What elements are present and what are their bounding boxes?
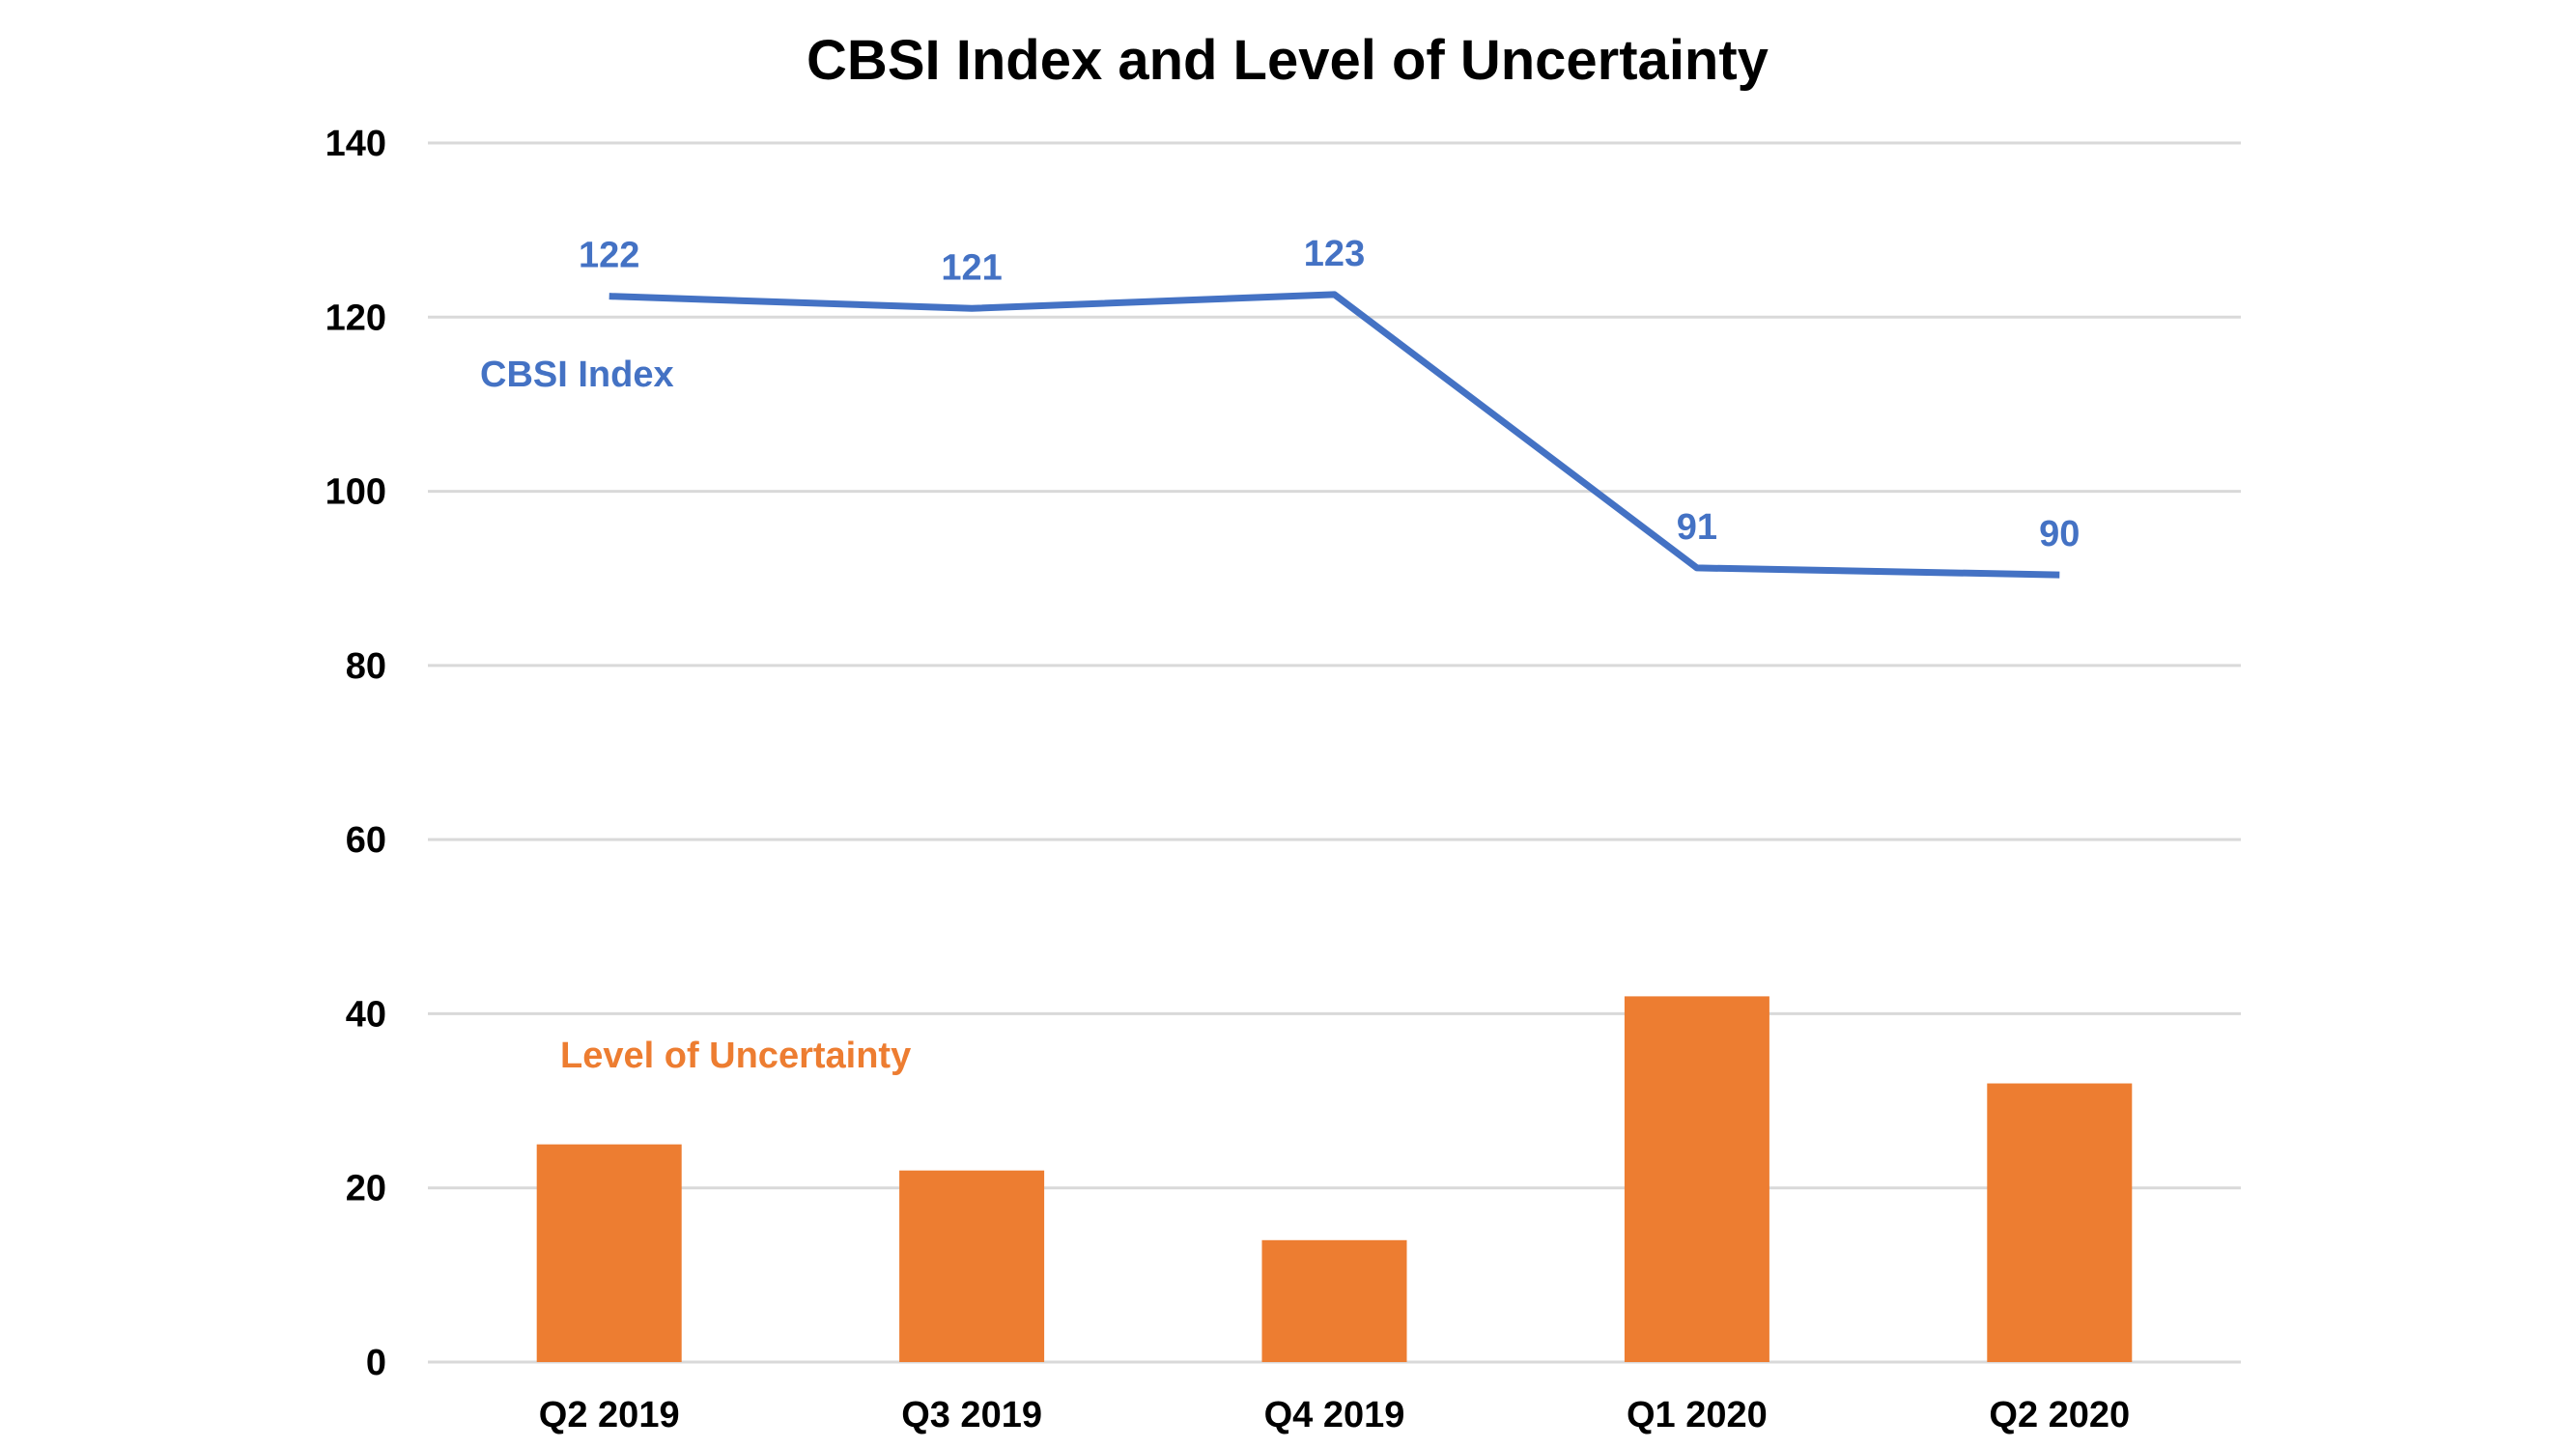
bar [536, 1144, 682, 1362]
series-label-cbsi-index: CBSI Index [480, 355, 674, 395]
x-tick-label: Q4 2019 [1264, 1395, 1405, 1435]
series-label-level-of-uncertainty: Level of Uncertainty [560, 1036, 911, 1076]
x-tick-label: Q2 2020 [1989, 1395, 2130, 1435]
bar [1987, 1083, 2133, 1362]
data-label: 121 [941, 247, 1002, 288]
y-tick-label: 0 [366, 1343, 386, 1383]
y-tick-label: 40 [346, 994, 386, 1035]
x-tick-label: Q3 2019 [901, 1395, 1042, 1435]
data-label: 123 [1304, 234, 1365, 274]
y-tick-label: 20 [346, 1169, 386, 1209]
y-tick-label: 100 [326, 472, 386, 513]
bars-level-of-uncertainty [536, 996, 2133, 1362]
bar [899, 1170, 1045, 1362]
data-label: 91 [1677, 507, 1717, 548]
x-axis-ticks: Q2 2019 Q3 2019 Q4 2019 Q1 2020 Q2 2020 [539, 1395, 2130, 1435]
line-cbsi-index: 122 121 123 91 90 [579, 234, 2080, 579]
y-axis-ticks: 0 20 40 60 80 100 120 140 [326, 124, 386, 1383]
y-tick-label: 80 [346, 646, 386, 687]
bar [1261, 1239, 1407, 1362]
series-line [609, 291, 2060, 579]
chart-title: CBSI Index and Level of Uncertainty [807, 29, 1769, 92]
data-label: 122 [579, 236, 639, 276]
bar [1624, 996, 1769, 1362]
x-tick-label: Q1 2020 [1627, 1395, 1768, 1435]
y-tick-label: 140 [326, 124, 386, 164]
y-tick-label: 120 [326, 298, 386, 338]
y-tick-label: 60 [346, 820, 386, 861]
x-tick-label: Q2 2019 [539, 1395, 680, 1435]
data-label: 90 [2039, 514, 2080, 554]
gridlines [428, 141, 2241, 1364]
